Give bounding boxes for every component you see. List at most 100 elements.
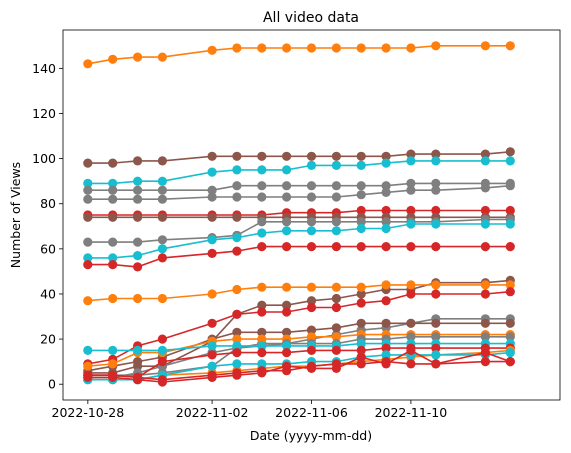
data-point (83, 158, 93, 168)
series-3 (83, 156, 515, 188)
data-point (108, 253, 118, 263)
series-line (87, 245, 511, 268)
data-point (381, 158, 391, 168)
data-point (232, 233, 242, 243)
data-point (207, 248, 217, 258)
data-point (431, 205, 441, 216)
data-point (480, 183, 490, 193)
data-point (282, 151, 292, 161)
data-point (232, 212, 242, 222)
series-1 (83, 41, 515, 69)
series-12 (83, 280, 515, 306)
data-point (306, 345, 317, 355)
data-point (282, 307, 292, 317)
data-point (257, 327, 267, 337)
data-point (282, 282, 292, 292)
data-point (157, 293, 167, 304)
data-point (133, 357, 143, 367)
data-point (431, 318, 441, 328)
series-line (87, 218, 511, 243)
data-point (108, 212, 118, 222)
data-point (406, 332, 416, 342)
data-point (431, 280, 441, 290)
data-point (83, 185, 93, 195)
data-point (83, 253, 93, 263)
data-point (232, 284, 242, 295)
data-point (331, 323, 341, 333)
data-point (306, 296, 317, 306)
data-point (406, 289, 416, 299)
data-point (356, 359, 366, 369)
series-5 (83, 181, 515, 204)
data-point (381, 223, 391, 234)
data-point (157, 357, 167, 367)
data-point (232, 368, 242, 378)
data-point (431, 350, 441, 360)
data-point (282, 348, 292, 358)
series-2 (83, 147, 515, 168)
data-point (83, 178, 93, 188)
data-point (257, 348, 267, 358)
data-point (157, 52, 167, 62)
data-point (232, 359, 242, 369)
data-point (282, 341, 292, 351)
series-line (87, 182, 511, 191)
y-axis: 0 20 40 60 80 100 120 140 (32, 61, 63, 392)
y-tick-label: 60 (40, 241, 56, 256)
data-point (133, 372, 143, 382)
data-point (232, 309, 242, 319)
series-line (87, 333, 511, 367)
series-line (87, 223, 511, 259)
data-point (133, 345, 143, 355)
data-point (232, 181, 242, 191)
data-point (133, 194, 143, 204)
data-point (133, 293, 143, 304)
data-point (108, 158, 118, 168)
series-line (87, 209, 511, 216)
data-point (157, 235, 167, 245)
data-point (83, 296, 93, 306)
data-point (232, 341, 242, 351)
data-point (282, 242, 292, 252)
data-point (83, 59, 93, 69)
data-point (505, 147, 515, 157)
data-point (257, 366, 267, 376)
data-point (157, 253, 167, 263)
data-point (282, 366, 292, 376)
data-point (257, 300, 267, 310)
data-point (331, 282, 341, 292)
data-point (331, 151, 341, 161)
data-point (505, 357, 515, 367)
data-point (257, 307, 267, 317)
data-point (356, 181, 366, 191)
series-4 (83, 178, 515, 195)
data-point (356, 160, 366, 170)
data-point (133, 52, 143, 62)
data-point (232, 348, 242, 358)
series-23 (83, 357, 515, 385)
series-line (87, 151, 511, 164)
series-line (87, 349, 511, 383)
x-axis-label: Date (yyyy-mm-dd) (250, 428, 372, 443)
data-point (381, 205, 391, 216)
data-point (232, 327, 242, 337)
data-point (505, 41, 515, 51)
data-point (381, 151, 391, 161)
data-point (232, 334, 242, 344)
data-point (406, 205, 416, 216)
data-point (406, 156, 416, 166)
y-tick-label: 40 (40, 286, 56, 301)
data-point (306, 302, 317, 313)
series-9 (83, 219, 515, 263)
data-point (331, 226, 341, 236)
series-line (87, 317, 511, 377)
data-point (381, 296, 391, 306)
y-tick-label: 20 (40, 332, 56, 347)
data-point (282, 181, 292, 191)
data-point (480, 289, 490, 299)
data-point (381, 187, 391, 197)
y-tick-label: 80 (40, 196, 56, 211)
data-point (282, 226, 292, 236)
data-point (232, 165, 242, 175)
